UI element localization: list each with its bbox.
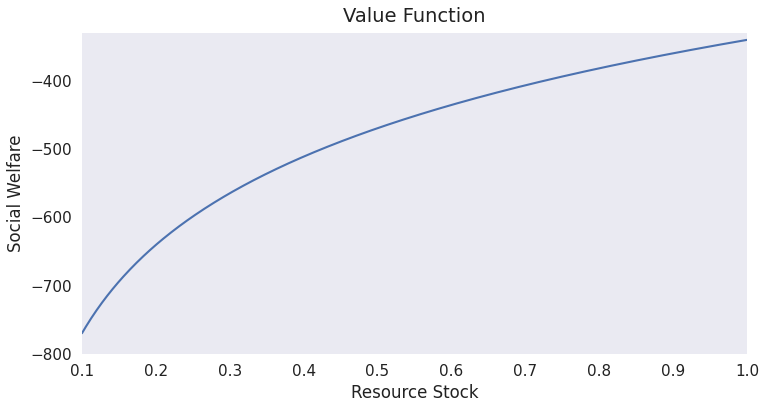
Y-axis label: Social Welfare: Social Welfare — [7, 135, 25, 252]
X-axis label: Resource Stock: Resource Stock — [351, 384, 478, 402]
Title: Value Function: Value Function — [343, 7, 486, 26]
